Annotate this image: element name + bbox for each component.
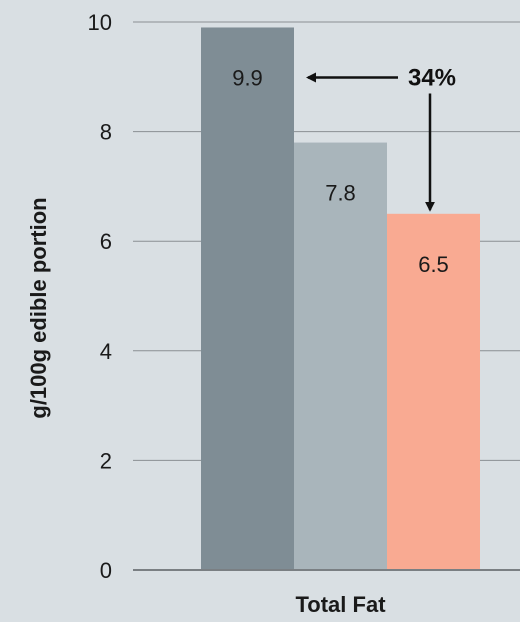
percent-reduction-label: 34% [408,64,456,91]
reduction-annotation: 34% [306,64,456,212]
y-axis-title: g/100g edible portion [26,197,51,418]
y-tick-label: 6 [100,229,112,254]
bar-value-label: 7.8 [325,181,356,206]
bar [387,213,480,571]
bar-value-label: 6.5 [418,252,449,277]
y-tick-label: 2 [100,448,112,473]
y-tick-label: 10 [88,10,112,35]
bar-value-label: 9.9 [232,65,263,90]
y-axis-ticks: 0 2 4 6 8 10 [88,10,112,583]
y-tick-label: 4 [100,339,112,364]
data-labels: 9.9 7.8 6.5 [232,65,449,276]
y-tick-label: 0 [100,558,112,583]
bars [201,27,480,571]
x-axis-title: Total Fat [295,592,386,617]
bar [294,142,387,570]
bar [201,27,294,571]
y-tick-label: 8 [100,120,112,145]
